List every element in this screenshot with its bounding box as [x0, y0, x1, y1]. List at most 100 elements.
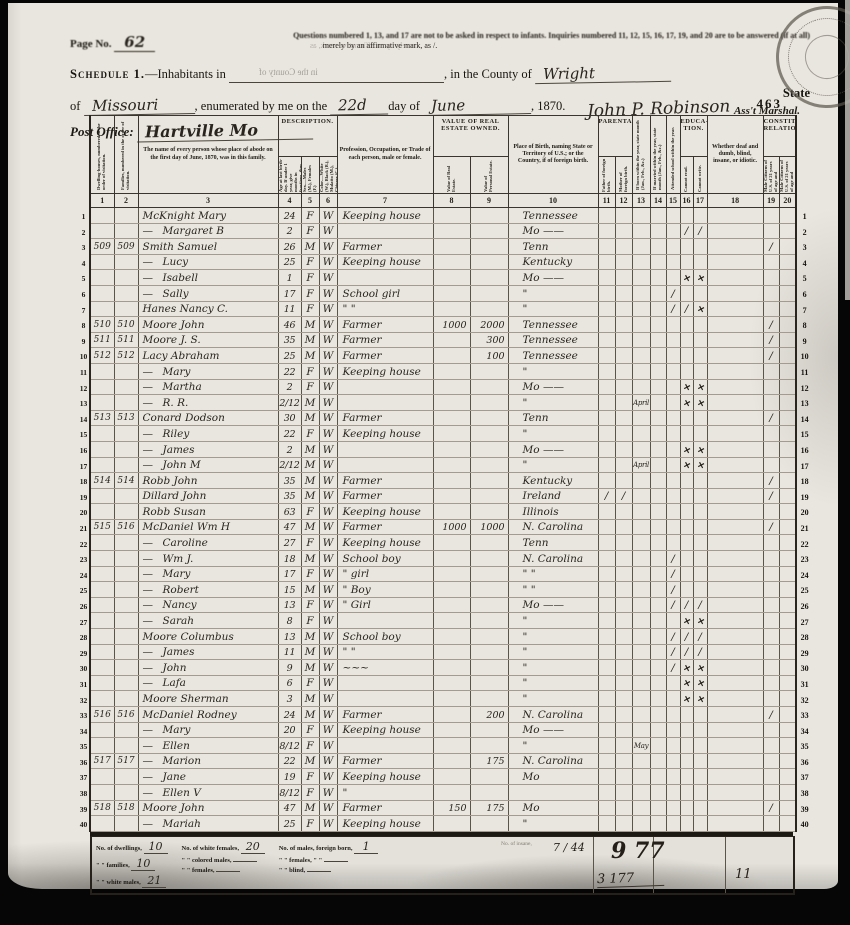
- col-header-mother-foreign: Mother of foreign birth.: [614, 156, 633, 194]
- cell-birthplace: " ": [507, 581, 599, 598]
- cell-name: — Mary: [137, 363, 279, 380]
- cell-sex: M: [300, 347, 320, 364]
- cell-birth-month: [631, 659, 651, 676]
- cell-father-foreign: [597, 238, 616, 255]
- row-number: 27: [795, 612, 813, 629]
- cell-family-number: 518: [113, 800, 139, 817]
- cell-occupation: Farmer: [336, 800, 434, 817]
- cell-occupation: [336, 675, 434, 692]
- row-number: 16: [795, 441, 813, 457]
- cell-cannot-write: +: [692, 690, 708, 707]
- cell-name: — Sarah: [137, 612, 279, 630]
- row-number: 39: [78, 800, 91, 816]
- cell-cannot-write: /: [692, 223, 708, 240]
- cell-citizen-21: /: [762, 410, 780, 427]
- cell-occupation: ~~~: [336, 659, 434, 676]
- cell-color: W: [318, 472, 338, 489]
- cell-dwelling-number: [89, 644, 115, 661]
- cell-family-number: [113, 722, 139, 739]
- cell-sex: M: [300, 410, 320, 427]
- cell-age: 22: [277, 425, 302, 442]
- cell-real-estate: [432, 238, 471, 255]
- cell-father-foreign: [597, 410, 616, 427]
- cell-father-foreign: /: [597, 488, 616, 505]
- table-row: 35 — Ellen 8/12 F W " May 35: [78, 737, 813, 754]
- cell-name: — Martha: [137, 379, 279, 396]
- cell-vote-denied: [778, 784, 797, 801]
- cell-age: 2: [277, 441, 302, 458]
- footer-hand-mark-mid: 3 177: [596, 869, 665, 888]
- cell-deaf-dumb: [706, 363, 764, 380]
- cell-cannot-read: [679, 768, 694, 785]
- table-row: 9 511 511 Moore J. S. 35 M W Farmer 300 Tennessee…: [78, 332, 813, 349]
- cell-marriage-month: [649, 675, 667, 692]
- cell-dwelling-number: [89, 784, 115, 801]
- footer-hand-mark-right: 11: [735, 866, 752, 882]
- cell-father-foreign: [597, 316, 616, 333]
- cell-birthplace: Tenn: [507, 534, 599, 552]
- cell-family-number: [113, 394, 139, 411]
- cell-vote-denied: [778, 347, 797, 364]
- cell-birthplace: N. Carolina: [507, 706, 599, 723]
- cell-cannot-write: [692, 410, 708, 427]
- right-gutter-header: [795, 115, 813, 208]
- table-row: 21 515 516 McDaniel Wm H 47 M W Farmer 1000 1000 N…: [78, 519, 813, 536]
- col-header-families: Families, numbered in the order of visit…: [113, 115, 139, 194]
- cell-age: 17: [277, 285, 302, 302]
- cell-vote-denied: [778, 737, 797, 754]
- row-number: 28: [795, 628, 813, 645]
- cell-color: W: [318, 659, 338, 676]
- cell-father-foreign: [597, 597, 616, 614]
- cell-family-number: [113, 690, 139, 707]
- cell-father-foreign: [597, 441, 616, 458]
- cell-personal-estate: [469, 363, 509, 380]
- cell-cannot-read: [679, 472, 694, 489]
- group-header-description: Description.: [277, 115, 338, 157]
- row-number: 19: [795, 488, 813, 504]
- cell-color: W: [318, 285, 338, 302]
- cell-mother-foreign: [614, 597, 633, 614]
- cell-citizen-21: [762, 550, 780, 567]
- cell-color: W: [318, 207, 338, 224]
- cell-marriage-month: [649, 472, 667, 489]
- cell-marriage-month: [649, 301, 667, 318]
- cell-marriage-month: [649, 363, 667, 380]
- blank-bleed-text: in the County of: [258, 67, 318, 77]
- cell-mother-foreign: [614, 706, 633, 723]
- cell-father-foreign: [597, 269, 616, 286]
- cell-citizen-21: [762, 254, 780, 271]
- cell-marriage-month: [649, 285, 667, 302]
- footer-label: No. of white females,: [181, 844, 240, 852]
- row-number: 12: [78, 379, 91, 395]
- cell-dwelling-number: [89, 534, 115, 552]
- cell-vote-denied: [778, 690, 797, 707]
- cell-color: W: [318, 269, 338, 286]
- row-number: 40: [78, 815, 91, 832]
- cell-birth-month: [631, 472, 651, 489]
- cell-birth-month: [631, 675, 651, 692]
- row-number: 4: [795, 254, 813, 270]
- cell-personal-estate: 100: [469, 347, 509, 364]
- cell-cannot-write: [692, 254, 708, 271]
- cell-dwelling-number: 513: [89, 410, 115, 427]
- table-row: 20 Robb Susan 63 F W Keeping house Illinois 20: [78, 503, 813, 520]
- cell-occupation: " girl: [336, 566, 434, 583]
- cell-father-foreign: [597, 519, 616, 536]
- cell-color: W: [318, 768, 338, 785]
- cell-color: W: [318, 332, 338, 349]
- cell-birth-month: [631, 238, 651, 255]
- cell-name: McDaniel Rodney: [137, 706, 279, 723]
- cell-citizen-21: /: [762, 472, 780, 489]
- cell-citizen-21: /: [762, 238, 780, 255]
- cell-vote-denied: [778, 238, 797, 255]
- cell-sex: F: [300, 566, 320, 583]
- cell-citizen-21: /: [762, 706, 780, 723]
- row-number: 30: [795, 659, 813, 676]
- cell-birthplace: ": [507, 690, 599, 707]
- cell-attended-school: [665, 254, 681, 271]
- cell-personal-estate: [469, 238, 509, 255]
- col-header-age: Age at last birth-day. If under 1 year, …: [277, 156, 302, 194]
- cell-vote-denied: [778, 285, 797, 302]
- cell-citizen-21: /: [762, 488, 780, 505]
- cell-real-estate: [432, 207, 471, 224]
